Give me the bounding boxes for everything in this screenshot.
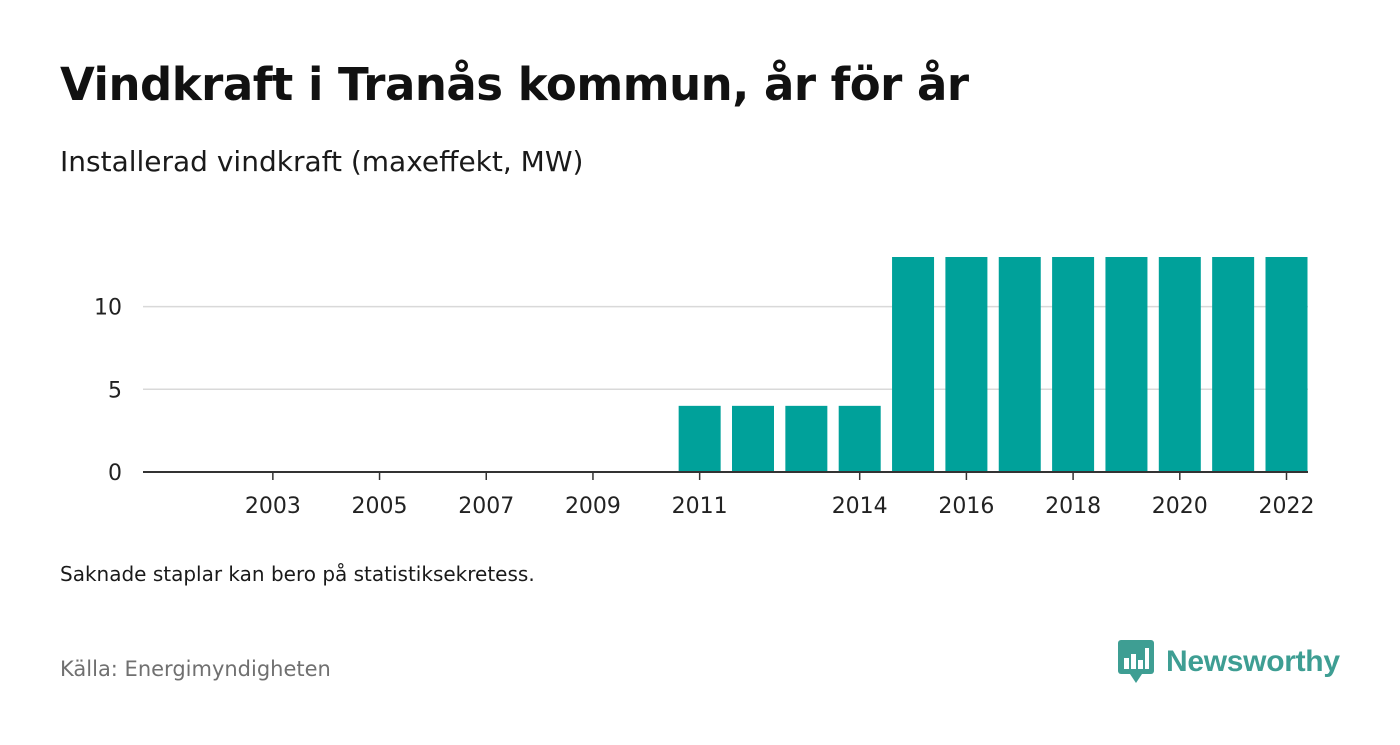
bar-2019 [1105, 257, 1148, 472]
bar-2013 [785, 405, 828, 472]
brand-name: Newsworthy [1166, 645, 1340, 678]
footnote: Saknade staplar kan bero på statistiksek… [60, 562, 535, 586]
x-tick-label-2009: 2009 [565, 494, 621, 519]
source-label: Källa: Energimyndigheten [60, 657, 331, 681]
bar-2017 [998, 257, 1041, 472]
y-tick-label: 10 [94, 296, 122, 321]
axes: 0 5 10 2003 2005 2007 2009 2011 2014 2016 2018 2020… [94, 296, 1315, 519]
bar-2014 [838, 405, 881, 472]
x-tick-label-2016: 2016 [938, 494, 994, 519]
bar-2011 [678, 405, 721, 472]
brand-logo: Newsworthy [1118, 640, 1340, 684]
bar-2021 [1212, 257, 1255, 472]
x-tick-label-2003: 2003 [245, 494, 301, 519]
y-tick-label: 5 [108, 378, 122, 403]
bars [678, 257, 1308, 472]
x-tick-label-2011: 2011 [672, 494, 728, 519]
chart-subtitle: Installerad vindkraft (maxeffekt, MW) [60, 145, 584, 178]
bar-2016 [945, 257, 988, 472]
bar-2012 [732, 405, 774, 472]
bar-2020 [1158, 257, 1201, 472]
x-tick-label-2020: 2020 [1152, 494, 1208, 519]
x-tick-label-2014: 2014 [832, 494, 888, 519]
chart-title: Vindkraft i Tranås kommun, år för år [60, 58, 969, 111]
bar-chart-speech-bubble-icon [1118, 640, 1154, 683]
x-tick-label-2018: 2018 [1045, 494, 1101, 519]
bar-2015 [892, 257, 935, 472]
y-tick-label: 0 [108, 461, 122, 486]
x-tick-label-2022: 2022 [1259, 494, 1315, 519]
x-tick-label-2007: 2007 [458, 494, 514, 519]
bar-2022 [1265, 257, 1308, 472]
x-tick-label-2005: 2005 [352, 494, 408, 519]
bar-2018 [1052, 257, 1095, 472]
